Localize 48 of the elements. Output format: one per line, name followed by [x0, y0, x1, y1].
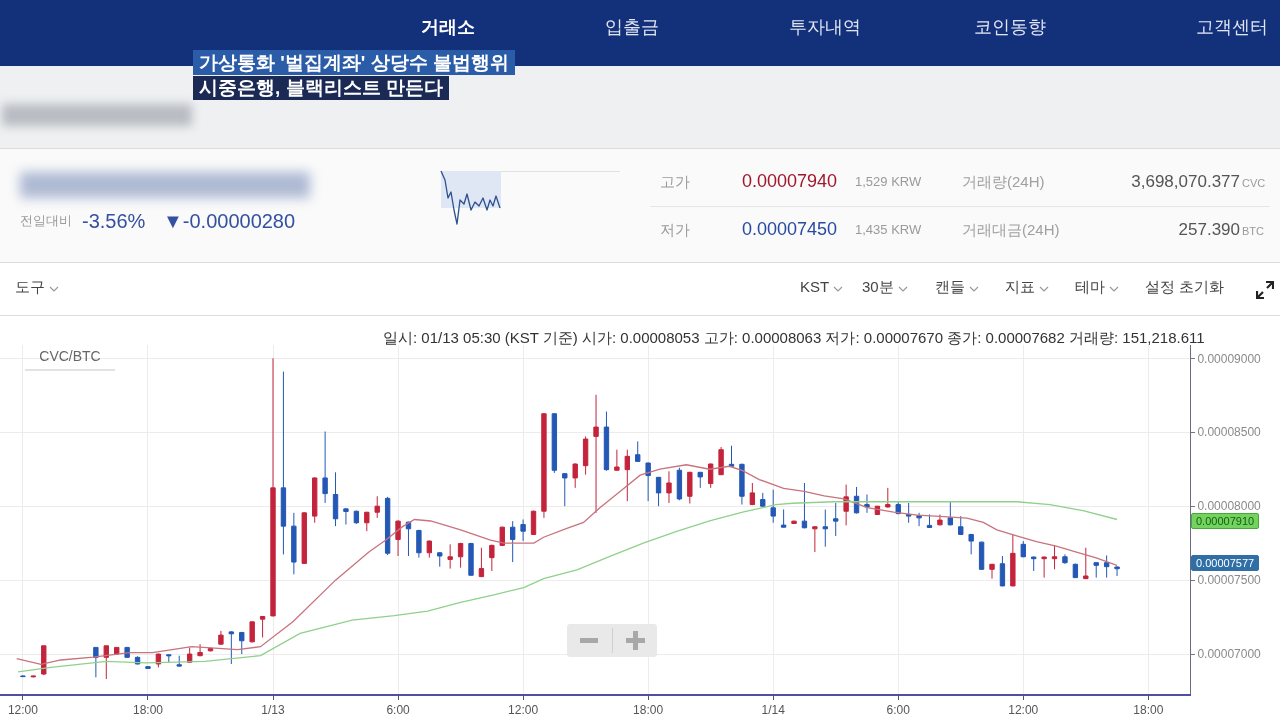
- text: 1,529 KRW: [855, 174, 922, 190]
- text: 입출금: [605, 17, 659, 38]
- text: 257.390: [1178, 220, 1240, 240]
- text: 거래량(24H): [962, 173, 1045, 191]
- text: 3,698,070.377: [1131, 172, 1240, 192]
- x-tick-label: 18:00: [633, 702, 664, 717]
- text: 가상통화 '벌집계좌' 상당수 불법행위: [193, 50, 515, 75]
- text: 거래소: [421, 17, 475, 38]
- text: 캔들: [935, 278, 965, 296]
- text: 거래대금(24H): [962, 221, 1060, 239]
- annotation: 일시: 01/13 05:30 (KST 기준) 시가: 0.00008053 고가: 0.00008063 저가: 0.00007670 종가: 0.00007682 거래량: 151,218.611: [383, 329, 1205, 347]
- text: 30분: [862, 278, 894, 296]
- text: 0.00007450: [742, 219, 838, 240]
- text: CVC: [1242, 177, 1266, 190]
- y-tick-label: 0.00007000: [1197, 647, 1262, 662]
- text: 투자내역: [789, 17, 861, 38]
- text: 테마: [1075, 278, 1105, 296]
- x-tick-label: 6:00: [886, 702, 911, 717]
- x-tick-label: 12:00: [1008, 702, 1039, 717]
- x-tick-label: 18:00: [1133, 702, 1164, 717]
- y-tick-label: 0.00008000: [1197, 499, 1262, 514]
- text: 0.00007910: [1191, 513, 1260, 529]
- chart-title: CVC/BTC: [25, 348, 115, 372]
- x-tick-label: 12:00: [508, 702, 539, 717]
- text: ▼-0.00000280: [163, 210, 296, 233]
- text: 저가: [660, 221, 690, 239]
- text: 도구: [15, 278, 45, 296]
- text: 전일대비: [20, 213, 72, 229]
- text: -3.56%: [82, 210, 146, 233]
- x-tick-label: 1/13: [261, 702, 286, 717]
- x-tick-label: 6:00: [386, 702, 411, 717]
- text: BTC: [1242, 225, 1264, 238]
- text: 시중은행, 블랙리스트 만든다: [193, 76, 449, 100]
- text: 코인동향: [974, 17, 1046, 38]
- x-tick-label: 18:00: [132, 702, 164, 717]
- y-tick-label: 0.00007500: [1197, 573, 1262, 588]
- text: 고객센터: [1196, 17, 1268, 38]
- y-tick-label: 0.00008500: [1197, 425, 1262, 440]
- text: 0.00007940: [742, 171, 838, 192]
- text: 설정 초기화: [1145, 278, 1225, 296]
- x-tick-label: 12:00: [7, 702, 39, 717]
- text: KST: [800, 278, 830, 296]
- text: 1,435 KRW: [855, 222, 922, 238]
- text: 지표: [1005, 278, 1035, 296]
- y-tick-label: 0.00009000: [1197, 351, 1262, 366]
- text: 고가: [660, 173, 690, 191]
- text: 0.00007577: [1191, 555, 1260, 571]
- x-tick-label: 1/14: [761, 702, 786, 717]
